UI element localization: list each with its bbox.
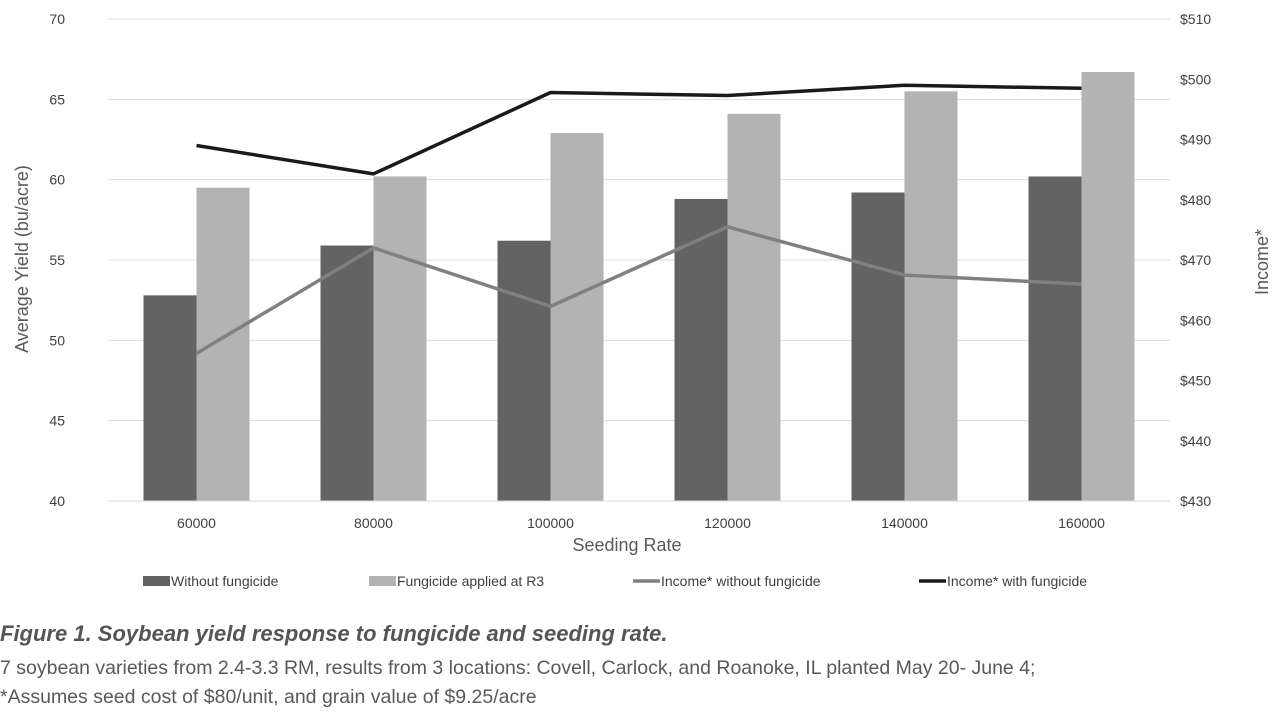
- right-tick-label: $500: [1180, 71, 1211, 87]
- x-tick-label: 60000: [177, 515, 216, 531]
- bar-without-fungicide: [320, 245, 374, 501]
- left-tick-label: 45: [49, 413, 65, 429]
- x-tick-label: 160000: [1058, 515, 1105, 531]
- bar-fungicide-applied-at-r3: [196, 187, 250, 501]
- left-tick-label: 65: [49, 91, 65, 107]
- left-tick-label: 40: [49, 493, 65, 509]
- legend: Without fungicide Fungicide applied at R3…: [143, 573, 1087, 589]
- bar-without-fungicide: [143, 295, 197, 501]
- left-tick-label: 60: [49, 172, 65, 188]
- legend-label: Income* with fungicide: [947, 573, 1087, 589]
- legend-label: Fungicide applied at R3: [397, 573, 544, 589]
- legend-label: Without fungicide: [171, 573, 279, 589]
- left-tick-label: 70: [49, 11, 65, 27]
- right-tick-label: $450: [1180, 373, 1211, 389]
- x-tick-label: 140000: [881, 515, 928, 531]
- line-income-with-fungicide: [196, 83, 1082, 176]
- x-axis-title: Seeding Rate: [572, 535, 681, 555]
- right-axis-ticks: $430 $440 $450 $460 $470 $480 $490 $500 $510: [1180, 11, 1211, 509]
- right-tick-label: $490: [1180, 132, 1211, 148]
- x-tick-label: 100000: [527, 515, 574, 531]
- right-tick-label: $430: [1180, 493, 1211, 509]
- right-tick-label: $480: [1180, 192, 1211, 208]
- legend-swatch: [143, 576, 170, 586]
- left-tick-label: 50: [49, 332, 65, 348]
- left-axis-title: Average Yield (bu/acre): [12, 165, 32, 353]
- bars: [143, 72, 1135, 502]
- left-tick-label: 55: [49, 252, 65, 268]
- bar-fungicide-applied-at-r3: [1081, 72, 1135, 502]
- x-tick-label: 120000: [704, 515, 751, 531]
- left-axis-ticks: 40 45 50 55 60 65 70: [49, 11, 65, 509]
- income-lines: [195, 83, 1082, 355]
- figure-caption-line-2: *Assumes seed cost of $80/unit, and grai…: [0, 686, 537, 708]
- right-tick-label: $470: [1180, 252, 1211, 268]
- gridlines: [108, 18, 1170, 502]
- x-axis-ticks: 60000 80000 100000 120000 140000 160000: [177, 515, 1105, 531]
- bar-fungicide-applied-at-r3: [373, 176, 427, 501]
- x-tick-label: 80000: [354, 515, 393, 531]
- right-tick-label: $460: [1180, 312, 1211, 328]
- right-tick-label: $440: [1180, 433, 1211, 449]
- bar-fungicide-applied-at-r3: [904, 91, 958, 502]
- right-tick-label: $510: [1180, 11, 1211, 27]
- figure-caption-title: Figure 1. Soybean yield response to fung…: [0, 621, 668, 646]
- legend-swatch: [369, 576, 396, 586]
- bar-without-fungicide: [674, 198, 728, 502]
- bar-without-fungicide: [851, 192, 905, 501]
- figure-caption-line-1: 7 soybean varieties from 2.4-3.3 RM, res…: [0, 657, 1036, 679]
- bar-without-fungicide: [497, 240, 551, 501]
- bar-fungicide-applied-at-r3: [727, 113, 781, 501]
- right-axis-title: Income*: [1252, 229, 1272, 295]
- legend-label: Income* without fungicide: [661, 573, 821, 589]
- bar-fungicide-applied-at-r3: [550, 133, 604, 501]
- bar-without-fungicide: [1028, 176, 1082, 501]
- line-income-without-fungicide: [195, 225, 1082, 355]
